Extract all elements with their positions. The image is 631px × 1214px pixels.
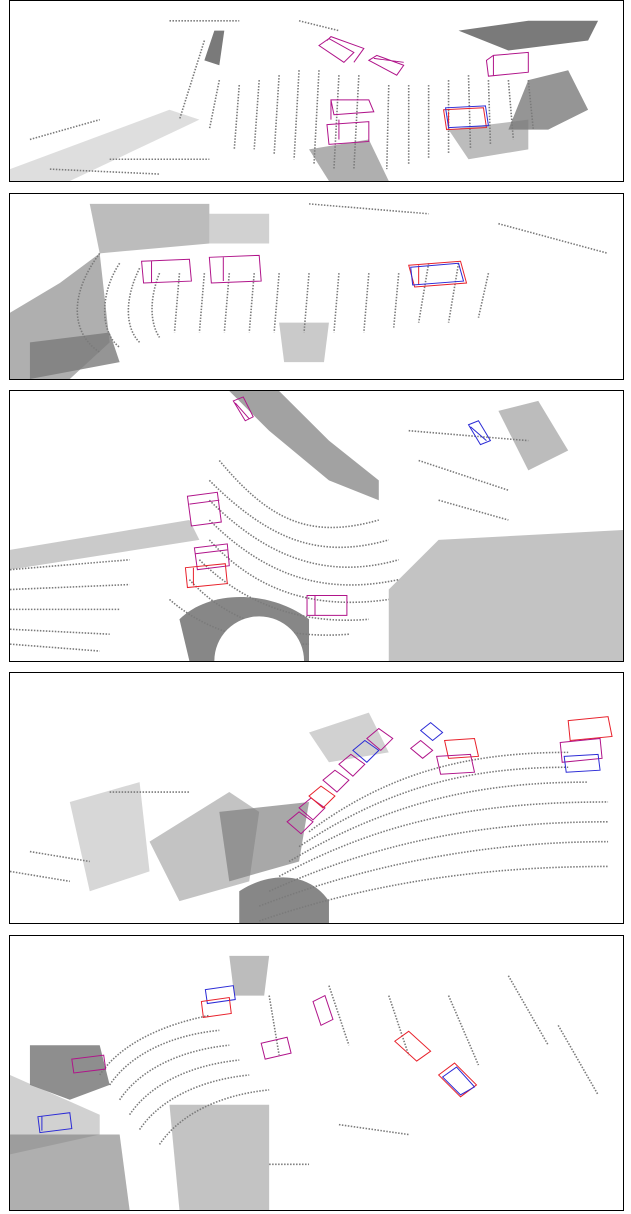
- vehicle-box: [322, 769, 350, 793]
- lidar-panel-2: [9, 193, 624, 380]
- lidar-scene-1: [10, 19, 599, 181]
- vehicle-box: [410, 262, 465, 286]
- vehicle-box: [204, 985, 236, 1005]
- vehicle-box: [467, 420, 492, 446]
- ego-vehicle-gap: [214, 616, 305, 661]
- vehicle-box: [298, 797, 326, 821]
- vehicle-box: [393, 1030, 432, 1062]
- bounding-boxes: [318, 36, 529, 145]
- vehicle-box: [367, 54, 405, 76]
- vehicle-box: [193, 543, 230, 571]
- lidar-scene-2: [10, 203, 609, 379]
- bounding-boxes: [141, 254, 468, 288]
- vehicle-box: [567, 716, 613, 742]
- vehicle-box: [338, 753, 366, 777]
- vehicle-box: [208, 254, 262, 284]
- vehicle-box: [435, 753, 476, 775]
- vehicle-box: [441, 1066, 476, 1096]
- vehicle-box: [308, 785, 336, 809]
- lidar-scene-4: [10, 712, 613, 923]
- vehicle-box: [318, 36, 365, 63]
- vehicle-box: [559, 737, 603, 763]
- vehicle-box: [437, 1062, 478, 1098]
- vehicle-box: [232, 396, 254, 422]
- point-cloud: [99, 975, 599, 1166]
- lidar-panel-1: [9, 0, 624, 182]
- point-cloud-dense: [10, 203, 329, 379]
- vehicle-box: [352, 739, 380, 763]
- point-cloud-dense: [10, 391, 623, 661]
- vehicle-box: [366, 727, 394, 752]
- vehicle-box: [186, 491, 222, 527]
- point-cloud-dense: [10, 955, 270, 1210]
- lidar-panel-4: [9, 672, 624, 924]
- vehicle-box: [443, 737, 480, 759]
- vehicle-box: [286, 811, 314, 835]
- vehicle-box: [184, 563, 228, 589]
- bounding-boxes: [37, 985, 478, 1134]
- vehicle-box: [445, 105, 490, 129]
- lidar-scene-3: [10, 391, 623, 661]
- vehicle-box: [312, 994, 334, 1027]
- vehicle-box: [326, 119, 370, 145]
- vehicle-box: [141, 258, 192, 284]
- vehicle-box: [200, 996, 232, 1018]
- point-cloud-dense: [10, 20, 599, 181]
- vehicle-box: [37, 1112, 73, 1134]
- point-cloud: [10, 751, 609, 922]
- vehicle-box: [485, 51, 529, 77]
- vehicle-box: [419, 721, 444, 742]
- point-cloud-dense: [69, 712, 389, 923]
- bounding-boxes: [286, 716, 613, 835]
- point-cloud: [10, 429, 529, 652]
- vehicle-box: [260, 1036, 292, 1060]
- vehicle-box: [71, 1054, 107, 1074]
- bounding-boxes: [184, 396, 492, 616]
- lidar-panel-5: [9, 935, 624, 1211]
- vehicle-box: [330, 99, 375, 120]
- lidar-scene-5: [10, 955, 599, 1210]
- vehicle-box: [409, 739, 434, 759]
- vehicle-box: [408, 260, 468, 288]
- vehicle-box: [306, 594, 348, 616]
- vehicle-box: [563, 753, 601, 773]
- lidar-panel-3: [9, 390, 624, 662]
